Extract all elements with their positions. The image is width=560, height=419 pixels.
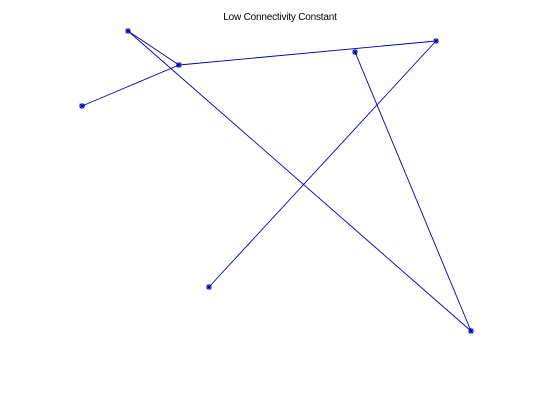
graph-node-n3	[79, 103, 85, 109]
graph-edge-n2-n1	[127, 30, 180, 66]
graph-node-n7	[468, 328, 474, 334]
graph-edge-n4-n7	[354, 51, 472, 332]
graph-edge-n2-n5	[178, 40, 437, 66]
graph-edge-n5-n6	[208, 40, 437, 288]
graph-edge-n3-n2	[81, 64, 180, 107]
graph-node-n6	[206, 284, 212, 290]
graph-node-n2	[176, 62, 182, 68]
plot-title: Low Connectivity Constant	[223, 12, 337, 23]
graph-node-n4	[352, 49, 358, 55]
graph-edge-n1-n7	[127, 30, 472, 332]
graph-node-n5	[433, 38, 439, 44]
graph-node-n1	[125, 28, 131, 34]
